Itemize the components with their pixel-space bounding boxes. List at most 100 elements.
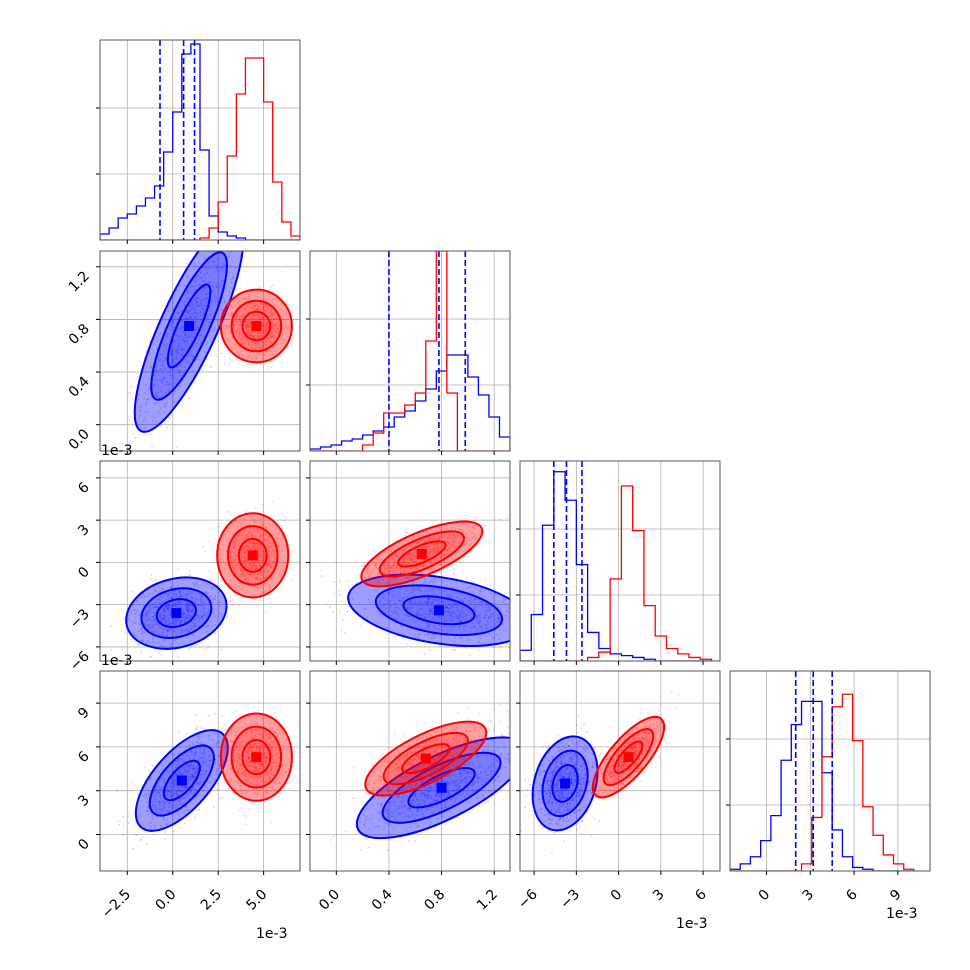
scatter-point xyxy=(203,751,205,754)
scatter-point xyxy=(238,317,241,320)
scatter-point xyxy=(130,611,133,613)
scatter-point xyxy=(217,746,219,749)
scatter-point xyxy=(177,371,180,374)
scatter-point xyxy=(208,737,211,740)
scatter-point xyxy=(179,628,182,631)
scatter-point xyxy=(233,580,236,583)
scatter-point xyxy=(406,577,409,580)
scatter-point xyxy=(171,354,173,357)
scatter-point xyxy=(148,610,151,613)
scatter-point xyxy=(153,827,156,830)
scatter-point xyxy=(257,346,260,349)
scatter-point xyxy=(515,626,517,628)
scatter-point xyxy=(269,353,272,356)
scatter-point xyxy=(190,339,193,342)
scatter-point xyxy=(228,326,231,329)
scatter-point xyxy=(179,619,182,622)
scatter-point xyxy=(484,616,487,619)
scatter-point xyxy=(252,317,255,320)
scatter-point xyxy=(413,537,416,539)
scatter-point xyxy=(230,315,233,317)
scatter-point xyxy=(217,266,220,268)
scatter-point xyxy=(249,530,252,533)
scatter-point xyxy=(178,606,181,609)
scatter-point xyxy=(431,609,434,612)
scatter-point xyxy=(270,350,272,353)
scatter-point xyxy=(174,623,177,626)
scatter-point xyxy=(269,565,272,568)
scatter-point xyxy=(257,331,260,334)
scatter-point xyxy=(430,610,433,612)
scatter-point xyxy=(192,773,194,776)
scatter-point xyxy=(267,593,270,596)
scatter-point xyxy=(207,714,210,717)
scatter-point xyxy=(193,756,196,758)
scatter-point xyxy=(252,314,255,317)
scatter-point xyxy=(185,294,187,297)
scatter-point xyxy=(389,570,392,572)
scatter-point xyxy=(181,351,184,353)
scatter-point xyxy=(229,264,232,267)
scatter-point xyxy=(468,525,471,528)
scatter-point xyxy=(384,567,386,570)
scatter-point xyxy=(261,324,264,327)
scatter-point xyxy=(436,544,439,547)
scatter-point xyxy=(177,655,180,658)
scatter-point xyxy=(418,633,421,636)
scatter-point xyxy=(192,758,195,761)
scatter-point xyxy=(235,594,238,597)
scatter-point xyxy=(256,308,258,311)
scatter-point xyxy=(203,750,206,752)
scatter-point xyxy=(197,592,200,595)
scatter-point xyxy=(248,353,251,356)
scatter-point xyxy=(172,378,175,381)
scatter-point xyxy=(255,358,258,360)
scatter-point xyxy=(392,562,395,565)
scatter-point xyxy=(399,600,401,603)
scatter-point xyxy=(183,621,186,624)
scatter-point xyxy=(222,233,224,235)
scatter-point xyxy=(333,581,336,584)
scatter-point xyxy=(486,608,489,611)
scatter-point xyxy=(429,550,432,552)
scatter-point xyxy=(181,785,184,788)
scatter-point xyxy=(269,550,272,553)
scatter-point xyxy=(168,333,171,336)
scatter-point xyxy=(285,314,288,316)
scatter-point xyxy=(268,349,271,352)
scatter-point xyxy=(196,764,199,767)
scatter-point xyxy=(433,549,435,552)
y-tick-label: 0.8 xyxy=(66,321,93,348)
scatter-point xyxy=(442,581,445,584)
scatter-point xyxy=(243,560,246,563)
scatter-point xyxy=(245,542,248,545)
scatter-point xyxy=(150,820,153,823)
scatter-point xyxy=(161,631,164,634)
scatter-point xyxy=(445,627,448,630)
scatter-point xyxy=(174,806,177,809)
scatter-point xyxy=(178,591,180,594)
scatter-point xyxy=(479,590,481,592)
scatter-point xyxy=(132,432,135,434)
scatter-point xyxy=(490,641,493,644)
scatter-point xyxy=(434,580,436,583)
scatter-point xyxy=(404,563,407,565)
scatter-point xyxy=(169,586,172,589)
scatter-point xyxy=(429,587,431,590)
scatter-point xyxy=(386,588,388,591)
scatter-point xyxy=(211,739,214,741)
scatter-point xyxy=(214,759,217,761)
scatter-point xyxy=(172,604,175,607)
scatter-point xyxy=(250,334,253,337)
scatter-point xyxy=(191,609,194,612)
scatter-point xyxy=(452,649,455,652)
scatter-point xyxy=(474,617,477,620)
scatter-point xyxy=(247,324,250,327)
scatter-point xyxy=(256,528,259,531)
scatter-point xyxy=(191,592,194,595)
scatter-point xyxy=(195,320,197,323)
scatter-point xyxy=(364,607,366,610)
scatter-point xyxy=(402,557,405,559)
scatter-point xyxy=(389,556,392,559)
scatter-point xyxy=(186,335,189,338)
